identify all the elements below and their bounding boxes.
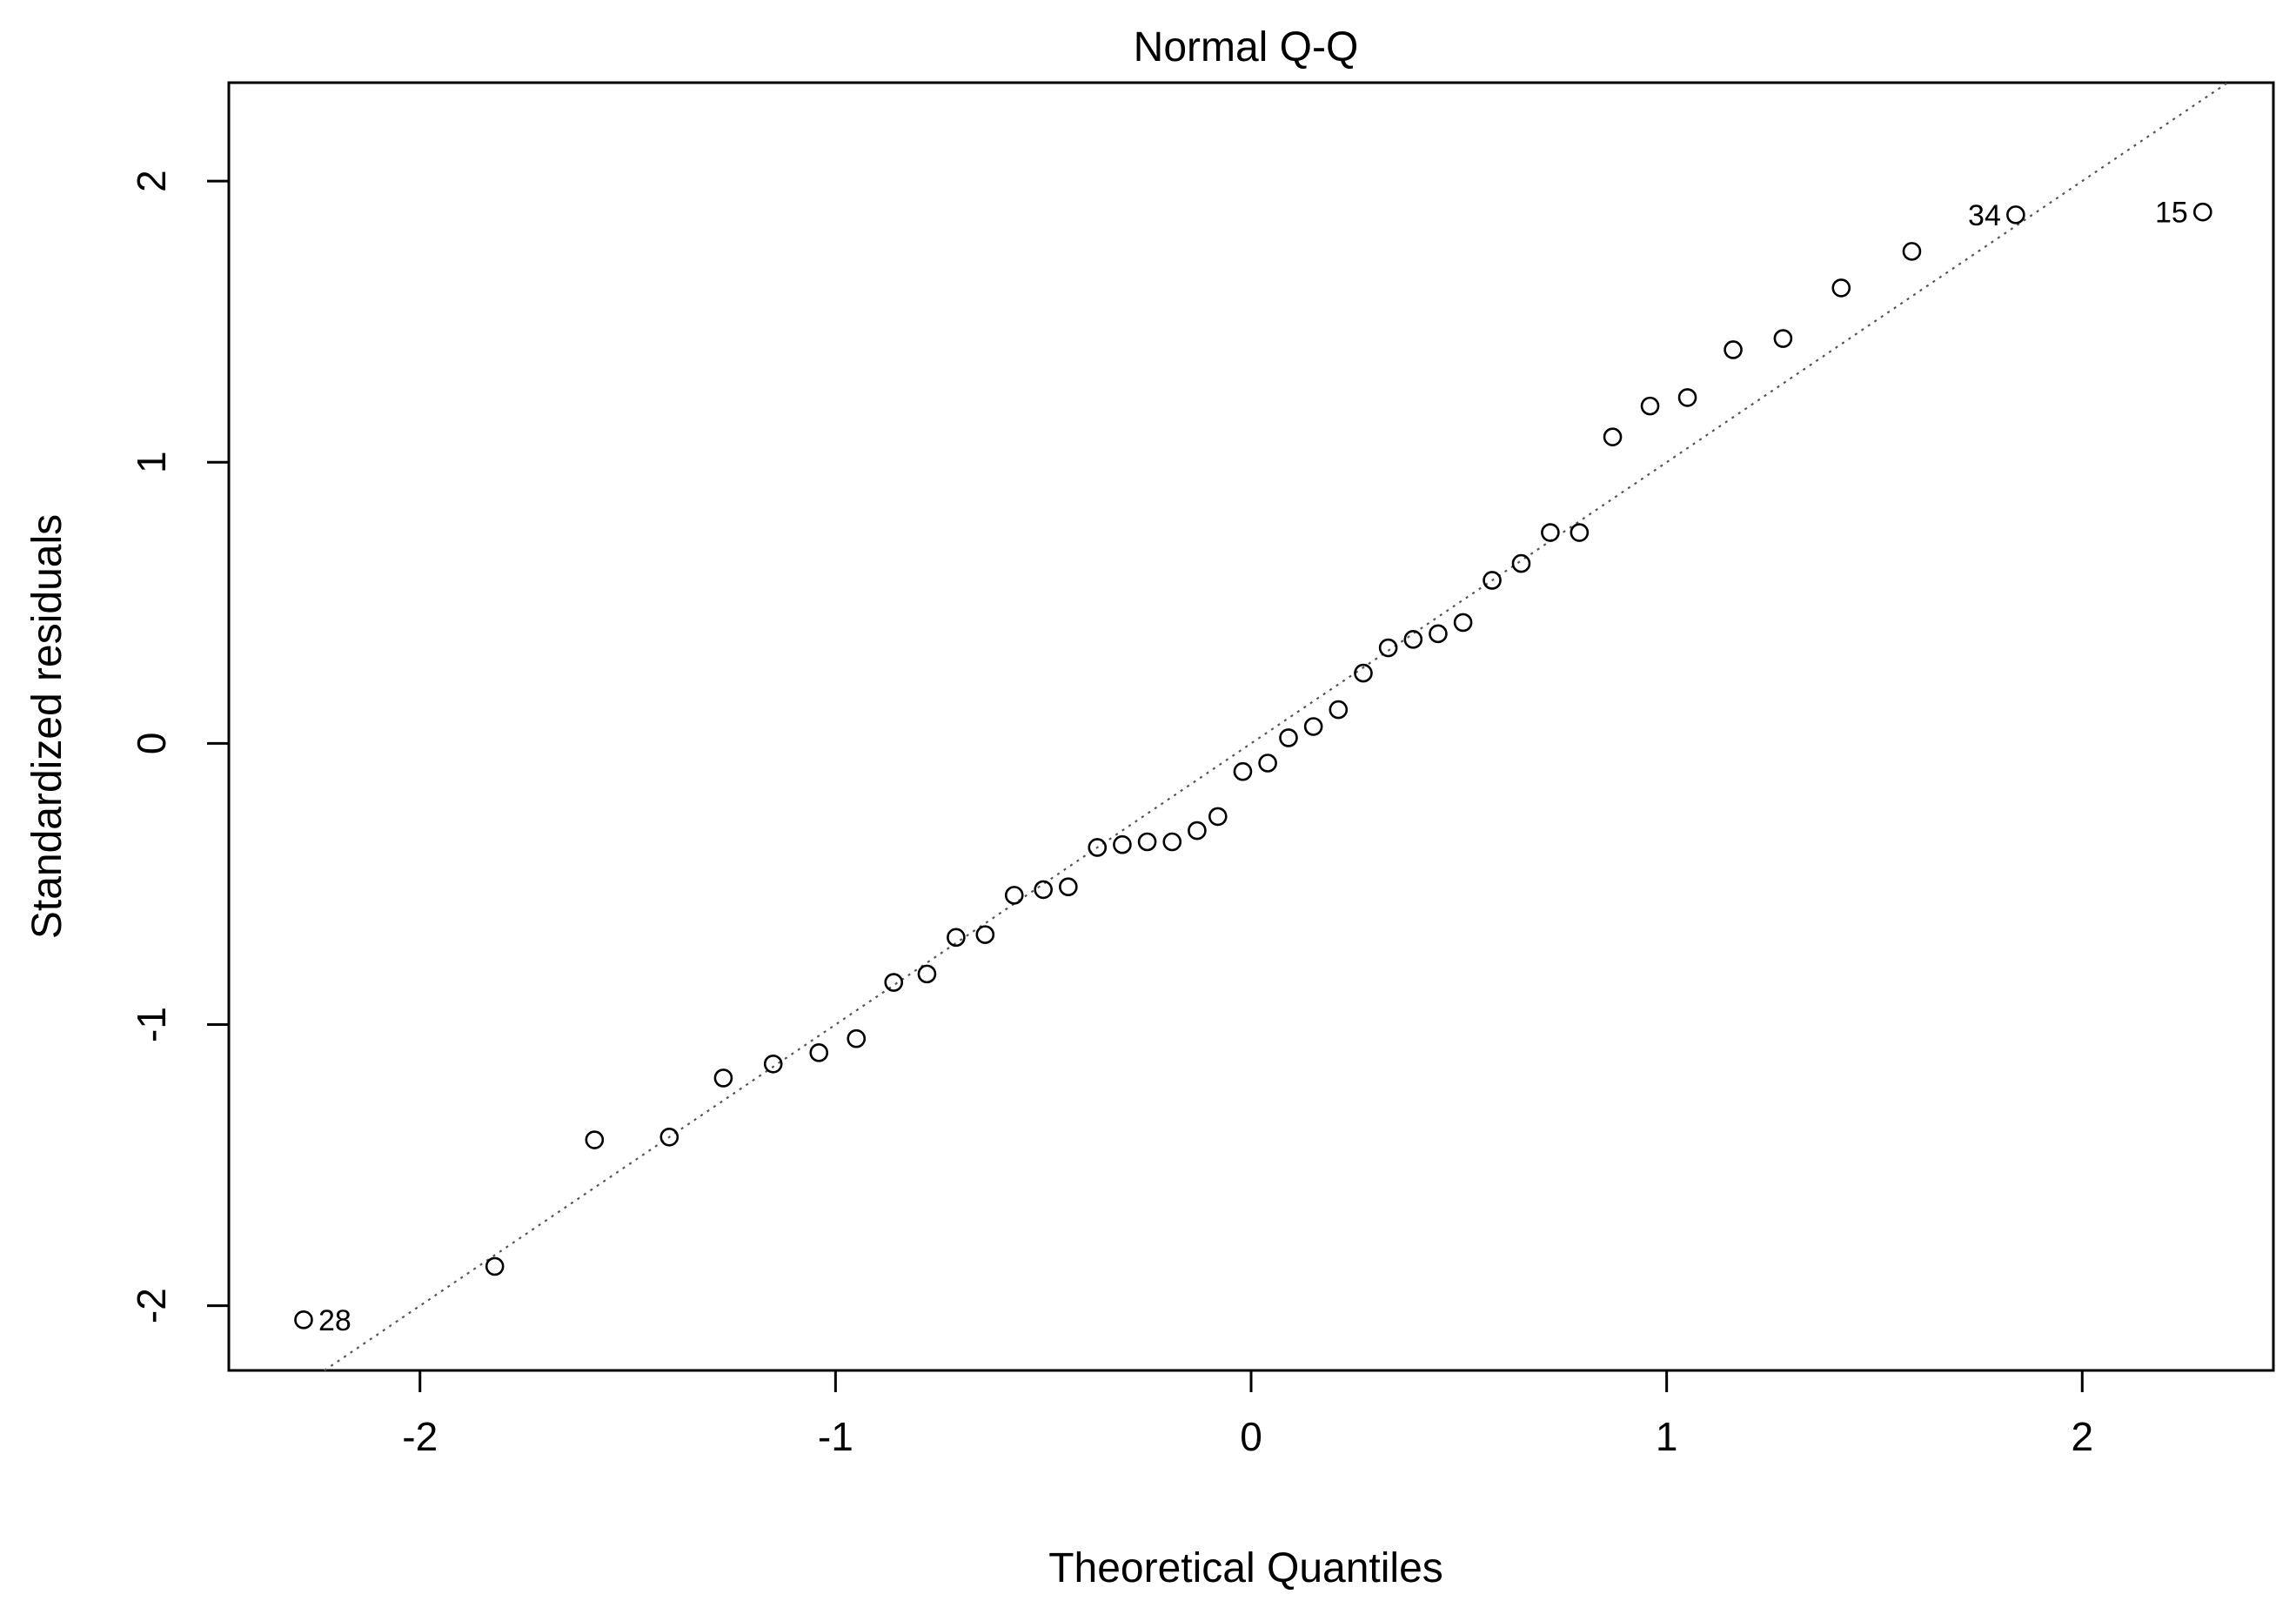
reference-line-layer bbox=[324, 82, 2229, 1371]
y-axis-label: Standardized residuals bbox=[24, 514, 70, 939]
point-label: 15 bbox=[2155, 197, 2188, 230]
y-tick-label: 1 bbox=[129, 451, 174, 473]
plot-frame bbox=[227, 81, 2275, 1372]
points-layer bbox=[294, 202, 2212, 1330]
point-labels-layer: 28 34 15 bbox=[318, 197, 2188, 1337]
data-point bbox=[1258, 754, 1277, 773]
y-axis: -2 -1 0 1 2 bbox=[129, 170, 231, 1323]
data-point bbox=[1279, 728, 1298, 747]
x-axis: -2 -1 0 1 2 bbox=[402, 1369, 2093, 1459]
data-point bbox=[1831, 278, 1851, 298]
data-point bbox=[917, 964, 937, 984]
data-point bbox=[1541, 523, 1560, 542]
data-point bbox=[1004, 886, 1024, 905]
data-point bbox=[1354, 663, 1373, 683]
data-point bbox=[1113, 834, 1132, 854]
plot-title: Normal Q-Q bbox=[1134, 24, 1359, 70]
data-point bbox=[1483, 571, 1502, 590]
data-point bbox=[1137, 832, 1157, 852]
data-point bbox=[1059, 877, 1078, 896]
x-tick-label: -1 bbox=[818, 1414, 853, 1459]
data-point bbox=[1208, 807, 1228, 827]
data-point bbox=[1329, 700, 1349, 720]
data-point bbox=[975, 925, 995, 944]
data-point bbox=[1162, 832, 1182, 852]
data-point bbox=[485, 1256, 505, 1276]
data-point bbox=[1429, 624, 1448, 644]
data-point bbox=[884, 973, 904, 992]
data-point bbox=[1511, 553, 1531, 573]
data-point bbox=[847, 1028, 867, 1048]
data-point bbox=[809, 1043, 829, 1062]
data-point bbox=[1188, 821, 1207, 841]
data-point bbox=[294, 1310, 313, 1330]
point-label: 28 bbox=[318, 1304, 351, 1337]
x-axis-label: Theoretical Quantiles bbox=[1048, 1545, 1443, 1591]
data-point bbox=[713, 1068, 733, 1088]
data-point bbox=[1640, 396, 1660, 416]
data-point bbox=[947, 928, 966, 948]
data-point bbox=[1603, 427, 1623, 446]
y-tick-label: 0 bbox=[129, 733, 174, 755]
data-point bbox=[1677, 388, 1697, 407]
data-point bbox=[1902, 242, 1922, 261]
x-tick-label: -2 bbox=[402, 1414, 438, 1459]
data-point bbox=[1453, 613, 1473, 633]
x-tick-label: 2 bbox=[2071, 1414, 2093, 1459]
data-point bbox=[1724, 340, 1743, 359]
data-point bbox=[1088, 838, 1108, 857]
data-point bbox=[1034, 880, 1053, 900]
data-point bbox=[1403, 630, 1423, 649]
data-point bbox=[659, 1127, 679, 1147]
y-tick-label: -1 bbox=[129, 1007, 174, 1042]
x-tick-label: 1 bbox=[1656, 1414, 1678, 1459]
y-tick-label: 2 bbox=[129, 170, 174, 192]
point-label: 34 bbox=[1968, 199, 2001, 232]
data-point bbox=[1773, 329, 1793, 348]
data-point bbox=[2193, 202, 2212, 222]
data-point bbox=[1570, 523, 1590, 542]
data-point bbox=[2006, 205, 2025, 224]
data-point bbox=[763, 1054, 783, 1074]
data-point bbox=[585, 1130, 605, 1149]
y-tick-label: -2 bbox=[129, 1288, 174, 1323]
qq-reference-line bbox=[324, 82, 2229, 1371]
data-point bbox=[1233, 761, 1253, 781]
x-tick-label: 0 bbox=[1240, 1414, 1262, 1459]
data-point bbox=[1303, 717, 1323, 736]
data-point bbox=[1378, 638, 1398, 658]
